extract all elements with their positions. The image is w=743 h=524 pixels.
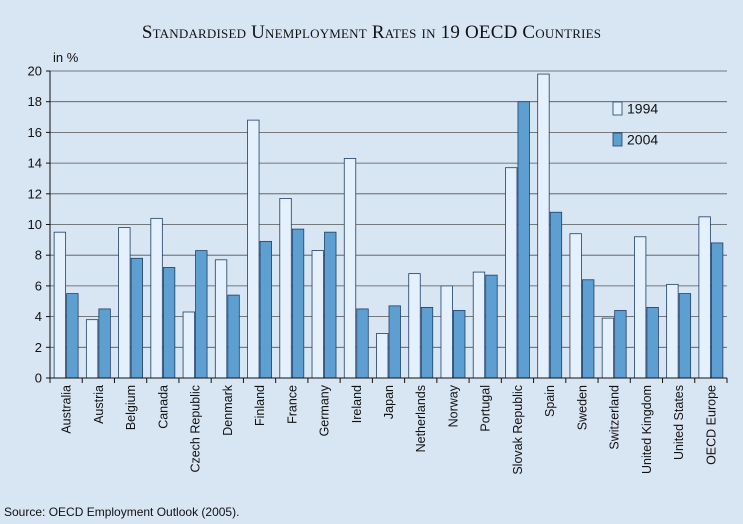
bar-2004-belgium [130, 257, 143, 379]
category-label: Portugal [479, 385, 493, 432]
bar-1994-switzerland [601, 317, 615, 379]
bar-1994-ireland [343, 158, 357, 379]
y-tick-label: 16 [28, 125, 42, 140]
bar-2004-japan [388, 305, 401, 379]
bar-1994-austria [85, 319, 99, 379]
source-note: Source: OECD Employment Outlook (2005). [4, 505, 240, 519]
bar-1994-sweden [569, 233, 582, 379]
bar-1994-united-states [666, 283, 679, 379]
y-axis-unit-label: in % [53, 50, 79, 65]
bar-1994-finland [247, 119, 260, 379]
legend-label-2004: 2004 [627, 132, 658, 148]
chart-title: Standardised Unemployment Rates in 19 OE… [141, 22, 602, 43]
bar-2004-finland [259, 240, 272, 379]
bar-2004-germany [324, 231, 337, 379]
bar-2004-sweden [582, 279, 595, 379]
bar-1994-denmark [214, 259, 228, 379]
category-label: Denmark [221, 384, 235, 435]
bar-2004-portugal [485, 274, 498, 379]
bar-1994-germany [311, 250, 324, 379]
category-label: Canada [156, 385, 170, 429]
bar-1994-australia [53, 231, 67, 379]
category-label: United Kingdom [640, 385, 654, 474]
category-label: Sweden [575, 385, 589, 430]
category-label: Switzerland [608, 385, 622, 450]
category-label: United States [672, 385, 686, 460]
category-label: Austria [92, 385, 106, 424]
bar-1994-japan [376, 333, 389, 379]
bar-1994-czech-republic [182, 311, 195, 379]
bar-1994-canada [150, 217, 163, 379]
grid-lines [50, 70, 727, 348]
bar-2004-australia [66, 293, 79, 379]
y-tick-label: 12 [28, 186, 42, 201]
bar-2004-ireland [356, 308, 369, 379]
bar-2004-france [291, 228, 305, 379]
legend: 1994 2004 [612, 101, 658, 148]
legend-swatch-2004 [612, 132, 623, 147]
bar-1994-portugal [472, 271, 486, 379]
category-label: Czech Republic [189, 385, 203, 473]
y-tick-label: 2 [35, 340, 42, 355]
y-tick-label: 18 [28, 94, 42, 109]
bar-2004-denmark [227, 294, 240, 379]
legend-label-1994: 1994 [627, 101, 658, 117]
bar-1994-netherlands [408, 273, 421, 379]
y-tick-labels: 0 2 4 6 8 10 12 14 16 18 20 [28, 64, 42, 386]
y-tick-label: 10 [28, 217, 42, 232]
y-tick-label: 14 [28, 156, 42, 171]
bar-2004-oecd-europe [710, 242, 724, 379]
category-label: Slovak Republic [511, 385, 525, 475]
bar-2004-norway [453, 310, 466, 379]
category-label: Australia [60, 385, 74, 434]
category-label: Norway [446, 384, 460, 427]
bars [53, 73, 724, 379]
bar-1994-france [279, 198, 292, 379]
category-label: Japan [382, 385, 396, 419]
bar-1994-norway [440, 285, 453, 379]
axes [46, 70, 728, 383]
bar-1994-united-kingdom [634, 236, 647, 379]
bar-2004-united-kingdom [646, 306, 659, 379]
y-tick-label: 6 [35, 278, 42, 293]
bar-2004-switzerland [614, 310, 627, 379]
bar-1994-oecd-europe [698, 216, 711, 379]
category-label: Spain [543, 385, 557, 417]
bar-2004-spain [549, 211, 563, 379]
category-label: Belgium [124, 385, 138, 430]
y-tick-label: 8 [35, 248, 42, 263]
bar-2004-slovak-republic [517, 101, 530, 379]
bar-2004-czech-republic [195, 250, 208, 379]
bar-2004-austria [98, 308, 111, 379]
category-label: Germany [318, 384, 332, 436]
category-label: France [285, 385, 299, 424]
y-tick-label: 4 [35, 309, 42, 324]
bar-1994-spain [537, 73, 550, 379]
bar-1994-belgium [118, 227, 131, 379]
category-label: OECD Europe [704, 385, 718, 465]
bar-2004-canada [162, 267, 176, 379]
y-tick-label: 20 [28, 64, 42, 79]
category-label: Ireland [350, 385, 364, 423]
bar-2004-united-states [678, 293, 692, 379]
category-label: Netherlands [414, 385, 428, 452]
y-tick-label: 0 [35, 371, 42, 386]
legend-swatch-1994 [612, 101, 623, 116]
bar-2004-netherlands [420, 306, 434, 379]
category-labels: Australia Austria Belgium Canada Czech Repub… [60, 384, 719, 474]
category-label: Finland [253, 385, 267, 426]
bar-1994-slovak-republic [505, 167, 518, 379]
